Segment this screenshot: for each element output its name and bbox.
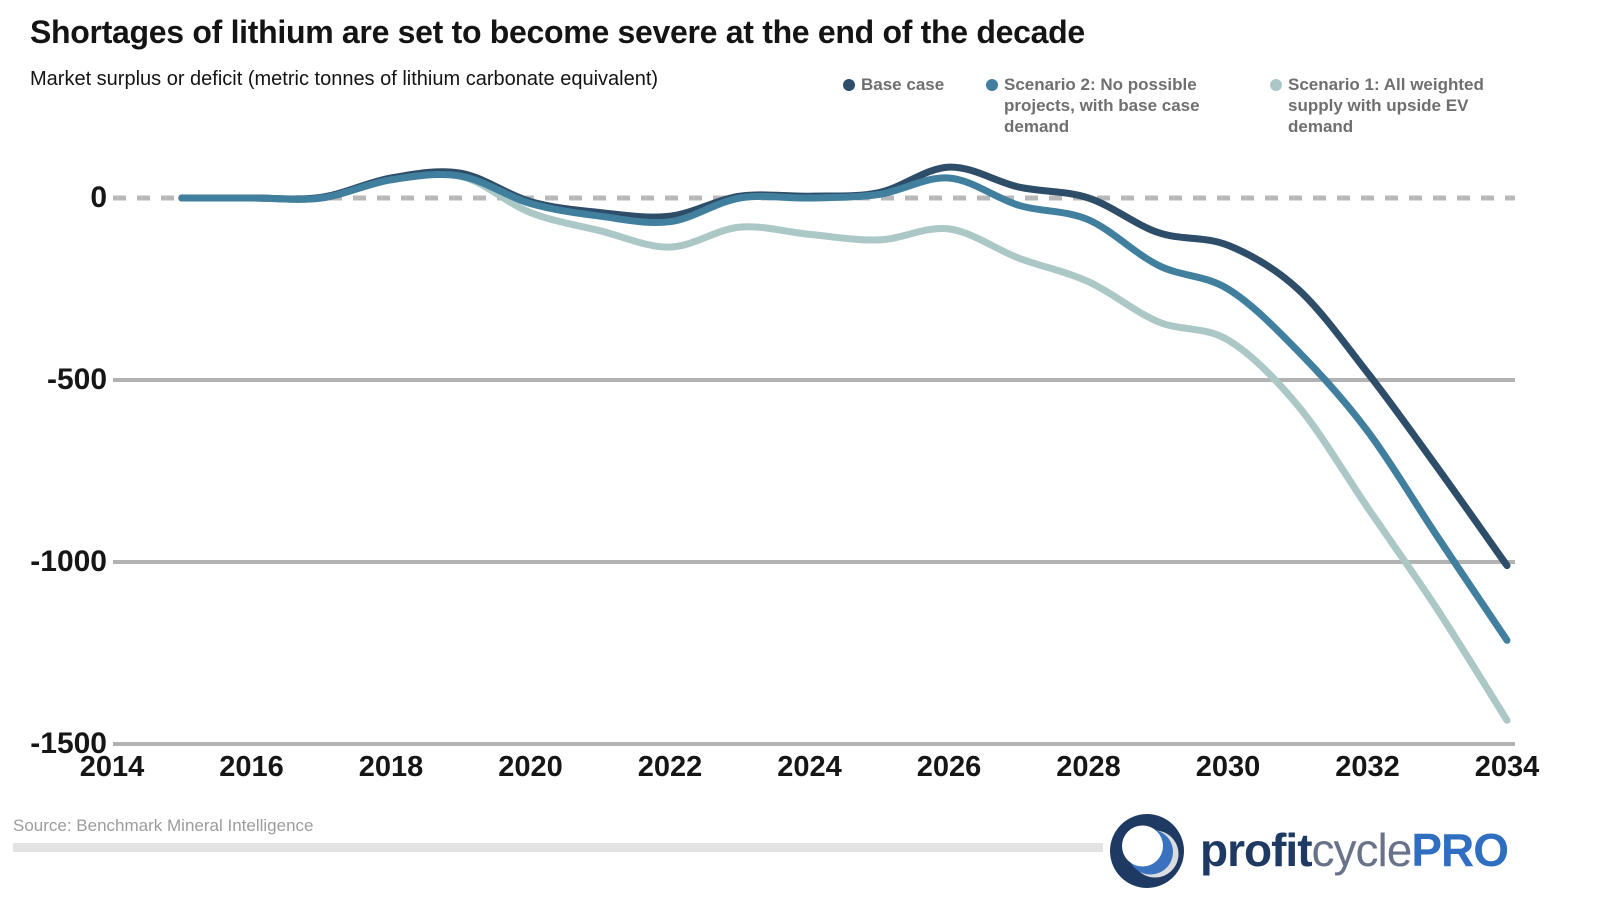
x-axis-tick-2018: 2018	[358, 751, 424, 783]
legend-dot-icon	[1270, 79, 1282, 91]
x-axis-tick-2032: 2032	[1335, 751, 1400, 783]
x-axis-tick-2028: 2028	[1056, 751, 1121, 783]
profitcyclepro-logo: profitcyclePRO	[1108, 808, 1588, 892]
legend-label: Scenario 2: No possible projects, with b…	[1004, 75, 1200, 136]
y-axis-tick--1500: -1500	[30, 727, 107, 760]
footer-divider	[13, 843, 1103, 852]
x-axis-tick-2024: 2024	[777, 751, 842, 783]
legend-item-0: Base case	[843, 74, 973, 95]
x-axis-tick-2020: 2020	[498, 751, 563, 783]
x-axis-tick-2022: 2022	[637, 751, 703, 783]
logo-wordmark: profitcyclePRO	[1200, 823, 1509, 877]
logo-word-profit: profit	[1200, 824, 1313, 876]
logo-word-pro: PRO	[1411, 824, 1509, 876]
source-credit: Source: Benchmark Mineral Intelligence	[13, 816, 314, 835]
x-axis-tick-2014: 2014	[79, 751, 145, 783]
y-axis-tick-0: 0	[90, 181, 107, 214]
chart-subtitle: Market surplus or deficit (metric tonnes…	[30, 68, 659, 90]
legend-dot-icon	[843, 79, 855, 91]
legend-label: Scenario 1: All weighted supply with ups…	[1288, 75, 1484, 136]
y-axis-tick--1000: -1000	[30, 545, 107, 578]
legend-label: Base case	[861, 75, 945, 94]
x-axis-tick-2016: 2016	[219, 751, 284, 783]
profitcycle-logo-icon	[1110, 814, 1184, 888]
x-axis-tick-2026: 2026	[916, 751, 982, 783]
series-line-1	[178, 171, 1511, 644]
legend-item-2: Scenario 1: All weighted supply with ups…	[1270, 74, 1528, 137]
x-axis-tick-2030: 2030	[1195, 751, 1261, 783]
x-axis-tick-2034: 2034	[1474, 751, 1540, 783]
y-axis-tick--500: -500	[46, 363, 107, 396]
page-title: Shortages of lithium are set to become s…	[30, 14, 1085, 50]
logo-word-cycle: cycle	[1311, 824, 1413, 876]
series-line-2	[178, 170, 1511, 724]
legend-item-1: Scenario 2: No possible projects, with b…	[986, 74, 1254, 137]
legend-dot-icon	[986, 79, 998, 91]
